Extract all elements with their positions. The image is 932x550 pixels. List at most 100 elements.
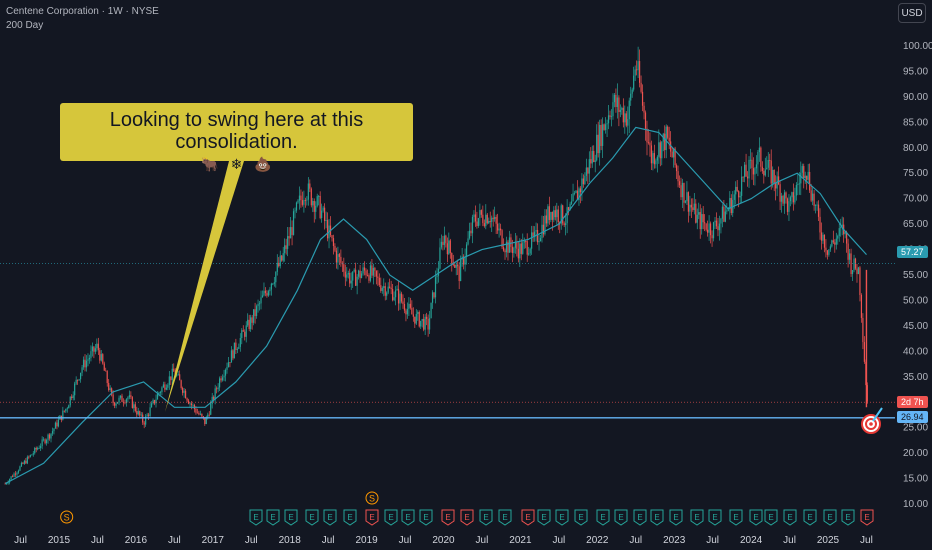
earnings-event xyxy=(460,509,474,526)
candle-body xyxy=(548,206,550,220)
candle-body xyxy=(659,142,661,159)
candle-body xyxy=(792,192,794,203)
candle-body xyxy=(254,309,256,317)
candle-body xyxy=(513,247,515,253)
candle-body xyxy=(625,113,627,126)
price-axis-label: 20.00 xyxy=(903,448,928,459)
candle-body xyxy=(358,270,360,277)
time-axis-label: Jul xyxy=(860,535,873,546)
candle-body xyxy=(195,408,197,413)
candle-body xyxy=(424,316,426,330)
candle-body xyxy=(841,224,843,228)
candle-body xyxy=(649,142,651,146)
price-axis-label: 90.00 xyxy=(903,92,928,103)
target-center xyxy=(869,422,873,426)
candle-body xyxy=(402,301,404,304)
candle-body xyxy=(173,368,175,372)
dividend-event xyxy=(365,491,379,505)
candle-body xyxy=(791,192,793,198)
candle-body xyxy=(153,400,156,404)
earnings-label: E xyxy=(578,513,583,522)
time-axis-label: Jul xyxy=(168,535,181,546)
candle-body xyxy=(678,181,681,186)
earnings-label: E xyxy=(559,513,564,522)
candle-body xyxy=(789,197,792,202)
time-axis-label: 2017 xyxy=(202,535,225,546)
candle-body xyxy=(53,428,55,432)
candle-body xyxy=(862,317,864,343)
candle-body xyxy=(325,220,327,221)
candle-body xyxy=(139,411,141,416)
candle-body xyxy=(531,232,533,249)
candle-body xyxy=(267,291,270,296)
currency-button[interactable]: USD xyxy=(898,3,926,23)
earnings-event xyxy=(343,509,357,526)
candle-body xyxy=(476,221,478,227)
symbol-title[interactable]: Centene Corporation · 1W · NYSE xyxy=(6,6,159,17)
candle-body xyxy=(219,378,221,388)
earnings-event xyxy=(401,509,415,526)
candle-body xyxy=(400,293,403,302)
candle-body xyxy=(91,346,94,352)
candle-body xyxy=(233,342,235,359)
candle-body xyxy=(75,379,77,384)
candle-body xyxy=(99,350,101,361)
candle-body xyxy=(230,350,233,363)
candle-body xyxy=(54,422,57,429)
candle-body xyxy=(637,61,639,71)
bull-icon: 🐂 xyxy=(201,156,219,172)
candle-body xyxy=(522,242,524,254)
indicator-legend[interactable]: 200 Day xyxy=(6,20,44,31)
candle-body xyxy=(470,230,472,234)
candle-body xyxy=(148,414,150,416)
candle-body xyxy=(19,466,21,471)
time-axis-label: Jul xyxy=(322,535,335,546)
candle-body xyxy=(641,91,644,106)
earnings-event xyxy=(783,509,797,526)
candle-body xyxy=(757,152,759,165)
candle-body xyxy=(783,192,786,204)
earnings-event xyxy=(441,509,455,526)
candle-body xyxy=(90,351,92,358)
candle-body xyxy=(510,237,512,247)
candle-body xyxy=(770,160,772,184)
candle-body xyxy=(831,240,833,247)
candle-body xyxy=(647,142,650,144)
earnings-label: E xyxy=(483,513,488,522)
candle-body xyxy=(102,354,104,364)
candle-body xyxy=(609,115,611,117)
candle-body xyxy=(709,223,712,236)
candle-body xyxy=(378,277,380,286)
dividend-label: S xyxy=(64,513,70,523)
candle-body xyxy=(668,137,670,142)
candle-body xyxy=(278,262,280,267)
time-axis-label: Jul xyxy=(245,535,258,546)
candle-body xyxy=(189,403,191,405)
candle-body xyxy=(184,390,187,399)
candle-body xyxy=(428,318,431,330)
candle-body xyxy=(294,210,296,212)
annotation-callout[interactable]: Looking to swing here at this consolidat… xyxy=(60,103,413,172)
time-axis-label: 2022 xyxy=(586,535,609,546)
candle-body xyxy=(436,275,438,278)
earnings-event xyxy=(574,509,588,526)
candle-body xyxy=(332,238,335,247)
candle-body xyxy=(761,166,763,172)
candle-body xyxy=(712,222,715,239)
candle-body xyxy=(653,153,655,165)
earnings-label: E xyxy=(347,513,352,522)
dividend-label: S xyxy=(369,494,375,504)
earnings-label: E xyxy=(768,513,773,522)
candle-body xyxy=(820,232,823,241)
candle-body xyxy=(863,342,865,362)
candle-body xyxy=(137,411,139,415)
earnings-label: E xyxy=(388,513,393,522)
candle-body xyxy=(6,483,8,485)
price-axis-label: 35.00 xyxy=(903,372,928,383)
candle-body xyxy=(497,223,499,231)
candle-body xyxy=(389,286,391,288)
candle-body xyxy=(743,164,746,178)
candle-body xyxy=(412,314,414,317)
candle-body xyxy=(556,209,558,218)
